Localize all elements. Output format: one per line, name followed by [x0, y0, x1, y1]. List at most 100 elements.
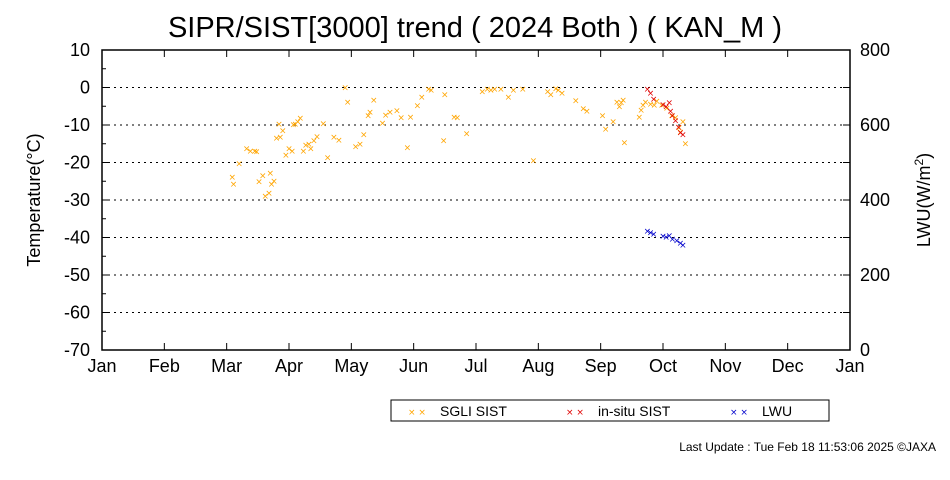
legend-label: SGLI SIST: [440, 403, 507, 419]
data-point: ×: [673, 237, 681, 247]
data-point: ×: [669, 112, 677, 122]
data-point: ×: [300, 147, 308, 157]
data-point: ×: [262, 192, 270, 202]
series-0: ××××××××××××××××××××××××××××××××××××××××…: [229, 84, 690, 202]
data-point: ×: [463, 130, 471, 140]
data-point: ×: [677, 128, 685, 138]
data-point: ×: [450, 113, 458, 123]
data-point: ×: [555, 86, 563, 96]
data-point: ×: [352, 142, 360, 152]
data-point: ×: [386, 108, 394, 118]
data-point: ×: [255, 177, 263, 187]
data-point: ×: [669, 235, 677, 245]
data-point: ×: [427, 86, 435, 96]
data-point: ×: [270, 177, 278, 187]
data-point: ×: [370, 96, 378, 106]
data-point: ×: [530, 157, 538, 167]
data-point: ×: [658, 101, 666, 111]
data-point: ×: [572, 97, 580, 107]
x-tick-label: May: [334, 356, 368, 376]
data-point: ×: [440, 136, 448, 146]
y2-tick-label: 200: [860, 265, 890, 285]
data-point: ×: [639, 101, 647, 111]
y2-tick-label: 600: [860, 115, 890, 135]
data-point: ×: [616, 102, 624, 112]
data-point: ×: [602, 125, 610, 135]
data-point: ×: [647, 228, 655, 238]
y-tick-label: 10: [70, 40, 90, 60]
data-point: ×: [291, 120, 299, 130]
data-point: ×: [650, 95, 658, 105]
data-point: ×: [393, 106, 401, 116]
y-tick-label: -40: [64, 228, 90, 248]
data-point: ×: [665, 99, 673, 109]
data-point: ×: [491, 85, 499, 95]
y-tick-label: -20: [64, 153, 90, 173]
legend-marker: × ×: [566, 408, 584, 418]
data-point: ×: [364, 112, 372, 122]
y2-axis-label: LWU(W/m2): [912, 153, 934, 247]
data-point: ×: [243, 144, 251, 154]
data-point: ×: [407, 113, 415, 123]
data-point: ×: [313, 132, 321, 142]
data-point: ×: [366, 108, 374, 118]
data-point: ×: [382, 111, 390, 121]
data-point: ×: [558, 89, 566, 99]
data-point: ×: [662, 102, 670, 112]
data-point: ×: [414, 102, 422, 112]
data-point: ×: [682, 139, 690, 149]
data-point: ×: [418, 93, 426, 103]
y2-axis-label-main: LWU(W/m: [914, 166, 934, 248]
data-point: ×: [672, 114, 680, 124]
data-point: ×: [404, 144, 412, 154]
data-point: ×: [647, 89, 655, 99]
y2-tick-label: 800: [860, 40, 890, 60]
data-point: ×: [275, 120, 283, 130]
data-point: ×: [668, 111, 676, 121]
y-tick-label: -30: [64, 190, 90, 210]
grid-lines: [102, 87, 850, 313]
data-point: ×: [344, 98, 352, 108]
data-point: ×: [294, 117, 302, 127]
data-point: ×: [307, 144, 315, 154]
data-point: ×: [637, 106, 645, 116]
data-point: ×: [310, 136, 318, 146]
axis-ticks: [101, 49, 851, 351]
data-point: ×: [619, 96, 627, 106]
data-point: ×: [487, 86, 495, 96]
data-point: ×: [235, 159, 243, 169]
data-point: ×: [510, 86, 518, 96]
y2-tick-label: 0: [860, 340, 870, 360]
data-point: ×: [288, 147, 296, 157]
data-point: ×: [247, 147, 255, 157]
data-point: ×: [609, 117, 617, 127]
data-point: ×: [296, 114, 304, 124]
data-point: ×: [677, 129, 685, 139]
data-point: ×: [330, 133, 338, 143]
data-point: ×: [505, 93, 513, 103]
y-tick-label: -70: [64, 340, 90, 360]
data-point: ×: [579, 105, 587, 115]
x-tick-label: Aug: [522, 356, 554, 376]
data-point: ×: [552, 85, 560, 95]
legend-marker: × ×: [730, 408, 748, 418]
data-point: ×: [253, 148, 261, 158]
data-point: ×: [251, 147, 259, 157]
legend-label: LWU: [762, 403, 792, 419]
data-point: ×: [675, 123, 683, 133]
x-tick-label: Jul: [464, 356, 487, 376]
data-point: ×: [324, 153, 332, 163]
data-point: ×: [665, 231, 673, 241]
data-point: ×: [267, 169, 275, 179]
data-point: ×: [230, 180, 238, 190]
data-point: ×: [282, 151, 290, 161]
plot-frame: [101, 49, 851, 351]
x-tick-label: Jan: [87, 356, 116, 376]
data-point: ×: [647, 100, 655, 110]
legend: × × SGLI SIST × × in-situ SIST × × LWU: [390, 399, 830, 422]
data-point: ×: [642, 98, 650, 108]
data-point: ×: [302, 141, 310, 151]
data-point: ×: [279, 127, 287, 137]
x-tick-label: Mar: [211, 356, 242, 376]
